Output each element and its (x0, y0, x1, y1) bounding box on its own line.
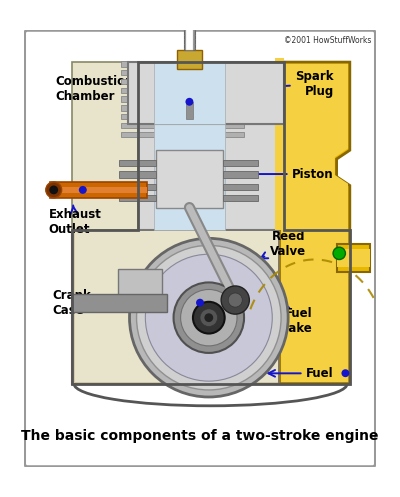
Bar (235, 79, 284, 84)
Bar (119, 184, 156, 190)
Bar (156, 150, 223, 208)
Text: Fuel
Intake: Fuel Intake (271, 302, 313, 335)
Text: Exhaust
Outlet: Exhaust Outlet (48, 205, 101, 236)
Bar (275, 58, 284, 230)
Bar (235, 70, 284, 76)
Circle shape (221, 286, 249, 314)
Circle shape (79, 186, 87, 194)
Circle shape (196, 299, 204, 307)
Bar (177, 50, 202, 69)
Bar (200, 96, 244, 102)
Text: The basic components of a two-stroke engine: The basic components of a two-stroke eng… (21, 429, 379, 443)
Bar (186, 21, 193, 50)
Text: Piston: Piston (212, 167, 334, 180)
Polygon shape (281, 64, 348, 382)
Circle shape (186, 98, 193, 106)
Bar (223, 184, 258, 190)
Bar (121, 123, 160, 128)
Polygon shape (279, 62, 350, 384)
Bar (128, 62, 284, 124)
Circle shape (204, 313, 213, 322)
Circle shape (130, 239, 288, 397)
Bar (121, 70, 160, 76)
Circle shape (193, 302, 225, 333)
Circle shape (46, 182, 62, 198)
Bar (50, 182, 147, 198)
Bar (72, 62, 138, 230)
Text: Crank
Case: Crank Case (52, 289, 114, 317)
Circle shape (182, 14, 196, 29)
Bar (235, 96, 284, 102)
Bar (235, 123, 284, 128)
Bar (235, 87, 284, 93)
FancyBboxPatch shape (25, 30, 375, 467)
Text: Spark
Plug: Spark Plug (205, 70, 334, 98)
Text: Fuel: Fuel (268, 367, 334, 380)
Circle shape (49, 185, 58, 194)
Bar (121, 114, 160, 119)
Bar (200, 132, 244, 137)
Bar (200, 114, 244, 119)
Bar (223, 171, 258, 177)
Text: Reed
Valve: Reed Valve (261, 230, 306, 258)
Circle shape (145, 254, 272, 381)
Circle shape (181, 289, 237, 346)
Bar (50, 187, 147, 192)
Polygon shape (75, 231, 278, 382)
Bar (200, 61, 244, 67)
Text: ©2001 HowStuffWorks: ©2001 HowStuffWorks (284, 36, 372, 45)
Bar (223, 160, 258, 166)
Circle shape (174, 282, 244, 353)
Polygon shape (72, 230, 279, 384)
Bar (154, 62, 225, 124)
Bar (118, 269, 162, 305)
Bar (119, 171, 156, 177)
Bar (154, 124, 225, 230)
Bar (184, 23, 195, 50)
Circle shape (200, 309, 218, 327)
Bar (119, 195, 156, 201)
Circle shape (333, 247, 346, 259)
Bar (121, 79, 160, 84)
Bar (200, 87, 244, 93)
Bar (186, 102, 193, 119)
Bar (121, 87, 160, 93)
Bar (235, 132, 284, 137)
Bar (121, 61, 160, 67)
Bar (235, 61, 284, 67)
Circle shape (228, 293, 242, 307)
Bar (119, 160, 156, 166)
Bar (72, 294, 167, 312)
Circle shape (136, 246, 281, 390)
Bar (121, 105, 160, 111)
Circle shape (342, 369, 349, 377)
Bar (336, 249, 370, 266)
Bar (200, 105, 244, 111)
Bar (138, 124, 279, 230)
Bar (336, 244, 370, 272)
Bar (121, 96, 160, 102)
Bar (200, 123, 244, 128)
Bar (235, 114, 284, 119)
Bar (121, 132, 160, 137)
Text: Combustion
Chamber: Combustion Chamber (56, 75, 146, 103)
Bar (200, 70, 244, 76)
Bar (235, 105, 284, 111)
Bar (200, 79, 244, 84)
Bar (223, 195, 258, 201)
